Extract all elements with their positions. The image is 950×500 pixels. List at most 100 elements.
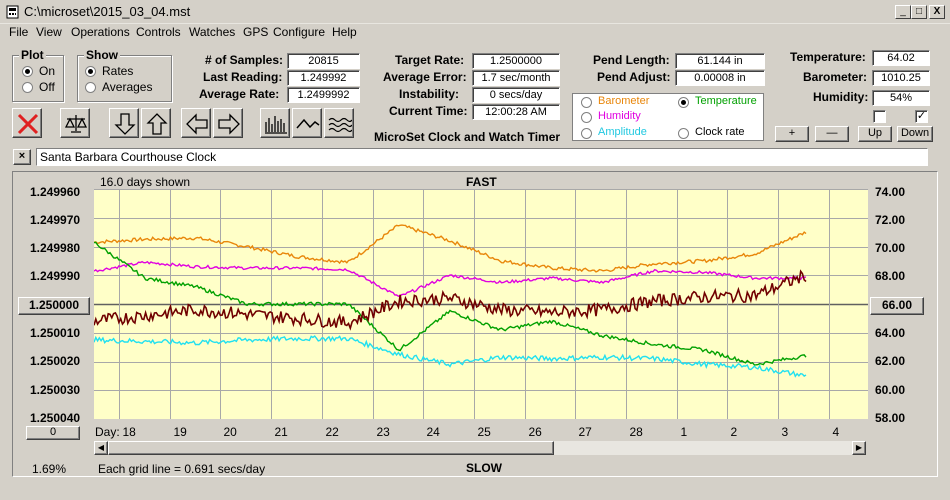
arrow-down-icon — [114, 113, 136, 135]
avg-error-value: 1.7 sec/month — [472, 70, 560, 86]
menu-file[interactable]: File — [9, 25, 29, 39]
bar-graph-button[interactable] — [260, 108, 290, 138]
show-rates-radio[interactable] — [85, 66, 96, 77]
day-tick-label: 22 — [325, 425, 339, 439]
right-tick: 64.00 — [875, 326, 906, 340]
arrow-left-icon — [186, 113, 208, 135]
up-arrow-button[interactable] — [141, 108, 171, 138]
menu-watches[interactable]: Watches — [189, 25, 236, 39]
show-group-title: Show — [84, 48, 120, 62]
line-graph-button[interactable] — [292, 108, 322, 138]
clock-name-field[interactable]: Santa Barbara Courthouse Clock — [36, 148, 928, 166]
plot-group: Plot — [12, 48, 64, 102]
left-tick: 1.249980 — [30, 241, 81, 255]
right-arrow-button[interactable] — [213, 108, 243, 138]
plot-off-label: Off — [39, 80, 55, 94]
close-button[interactable]: X — [929, 5, 945, 19]
day-tick-label: 4 — [832, 425, 840, 439]
scale-icon — [64, 115, 88, 133]
grid-note-label: Each grid line = 0.691 secs/day — [98, 462, 266, 476]
percent-label: 1.69% — [32, 462, 67, 476]
clear-clock-button[interactable]: × — [13, 149, 31, 165]
barometer-radio[interactable] — [581, 97, 592, 108]
day-tick-label: 24 — [426, 425, 440, 439]
arrow-right-icon — [218, 113, 240, 135]
amplitude-option: Amplitude — [598, 126, 647, 138]
humidity-value: 54% — [872, 90, 930, 106]
series-line-barometer — [93, 224, 807, 273]
menu-operations[interactable]: Operations — [71, 25, 130, 39]
avg-error-label: Average Error: — [383, 70, 467, 84]
amplitude-radio[interactable] — [581, 128, 592, 139]
down-arrow-button[interactable] — [109, 108, 139, 138]
left-tick: 1.250030 — [30, 383, 81, 397]
plot-area — [93, 189, 868, 420]
scroll-left-button[interactable]: ◀ — [94, 441, 108, 455]
plot-on-radio[interactable] — [22, 66, 33, 77]
minimize-button[interactable]: _ — [895, 5, 911, 19]
slow-label: SLOW — [466, 461, 502, 475]
sensor-select-panel — [572, 93, 764, 141]
barometer-label: Barometer: — [803, 70, 868, 84]
wave-graph-button[interactable] — [324, 108, 354, 138]
day-tick-label: 20 — [223, 425, 237, 439]
series-line-clock-rate — [93, 269, 807, 331]
day-label: Day: — [95, 425, 120, 439]
show-group: Show — [77, 48, 172, 102]
avg-rate-value: 1.2499992 — [287, 87, 360, 103]
minus-button[interactable]: — — [815, 126, 849, 142]
days-shown-label: 16.0 days shown — [100, 175, 191, 189]
wave-icon — [328, 117, 352, 133]
humidity-label: Humidity: — [813, 90, 869, 104]
balance-button[interactable] — [60, 108, 90, 138]
day-tick-label: 25 — [477, 425, 491, 439]
app-icon — [6, 5, 19, 19]
scroll-thumb[interactable] — [108, 441, 554, 455]
maximize-button[interactable]: □ — [911, 5, 927, 19]
samples-value: 20815 — [287, 53, 360, 69]
plot-group-title: Plot — [19, 48, 46, 62]
show-averages-radio[interactable] — [85, 82, 96, 93]
fast-label: FAST — [466, 175, 497, 189]
right-tick: 68.00 — [875, 269, 906, 283]
plus-button[interactable]: + — [775, 126, 809, 142]
plot-off-radio[interactable] — [22, 82, 33, 93]
left-center-button[interactable]: 1.250000 — [18, 297, 90, 315]
horizontal-scrollbar[interactable]: ◀ ▶ — [94, 441, 866, 455]
zero-button[interactable]: 0 — [26, 426, 80, 440]
series-line-temperature — [93, 241, 807, 366]
menu-configure[interactable]: Configure — [273, 25, 326, 39]
sensor-checkbox-1[interactable] — [873, 110, 886, 123]
title-bar: C:\microset\2015_03_04.mst _ □ X — [0, 0, 950, 24]
line-graph-icon — [296, 118, 320, 129]
menu-help[interactable]: Help — [332, 25, 357, 39]
left-arrow-button[interactable] — [181, 108, 211, 138]
clock-rate-radio[interactable] — [678, 128, 689, 139]
left-tick: 1.250010 — [30, 326, 81, 340]
day-tick-label: 21 — [274, 425, 288, 439]
temperature-label: Temperature: — [790, 50, 866, 64]
down-button[interactable]: Down — [897, 126, 933, 142]
current-time-label: Current Time: — [389, 104, 468, 118]
window-title: C:\microset\2015_03_04.mst — [24, 4, 191, 19]
temperature-value: 64.02 — [872, 50, 930, 66]
sensor-checkbox-2[interactable]: ✓ — [915, 110, 928, 123]
menu-view[interactable]: View — [36, 25, 62, 39]
day-tick-label: 1 — [680, 425, 688, 439]
menu-bar: File View Operations Controls Watches GP… — [0, 24, 950, 42]
chart-svg — [93, 189, 868, 420]
up-button[interactable]: Up — [858, 126, 892, 142]
menu-gps[interactable]: GPS — [243, 25, 269, 39]
pend-adjust-value: 0.00008 in — [675, 70, 765, 86]
left-tick: 1.250040 — [30, 411, 81, 425]
target-rate-value: 1.2500000 — [472, 53, 560, 69]
show-rates-label: Rates — [102, 64, 134, 78]
avg-rate-label: Average Rate: — [199, 87, 280, 101]
stop-button[interactable] — [12, 108, 42, 138]
temperature-radio[interactable] — [678, 97, 689, 108]
humidity-radio[interactable] — [581, 112, 592, 123]
menu-controls[interactable]: Controls — [136, 25, 181, 39]
day-tick-label: 28 — [629, 425, 643, 439]
right-center-button[interactable]: 66.00 — [870, 297, 924, 315]
scroll-right-button[interactable]: ▶ — [852, 441, 866, 455]
